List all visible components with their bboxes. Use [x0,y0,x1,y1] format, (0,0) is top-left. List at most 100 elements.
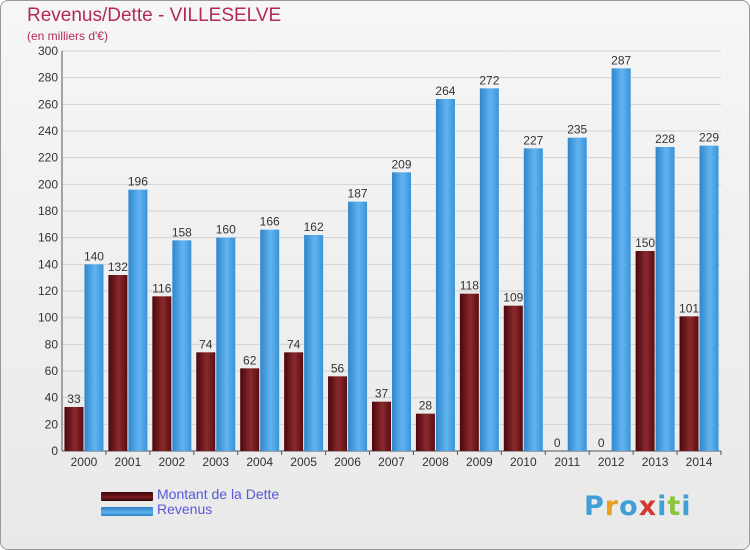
bar-dette [196,352,216,451]
data-label-revenus: 287 [611,53,631,67]
data-label-dette: 37 [375,387,389,401]
data-label-dette: 33 [67,392,81,406]
data-label-dette: 56 [331,361,345,375]
data-label-dette: 101 [679,301,699,315]
data-label-dette: 62 [243,353,257,367]
bar-dette [679,316,699,451]
bar-revenus [655,147,675,451]
bar-revenus [304,235,324,451]
y-tick-label: 140 [38,257,58,271]
y-tick-label: 300 [38,44,58,58]
logo-letter: t [667,491,682,522]
data-label-dette: 150 [635,236,655,250]
x-tick-label: 2004 [246,455,273,469]
bar-revenus [172,240,192,451]
bar-revenus [216,237,236,451]
data-label-dette: 118 [460,279,479,293]
bar-revenus [567,137,587,451]
x-tick-label: 2012 [598,455,625,469]
x-tick-label: 2009 [466,455,493,469]
bar-dette [635,251,655,451]
bar-revenus [523,148,543,452]
bar-dette [372,401,391,451]
y-tick-label: 220 [38,151,58,165]
y-tick-label: 60 [45,364,59,378]
bar-revenus [392,172,411,452]
bar-dette [240,368,260,451]
data-label-revenus: 209 [391,157,411,171]
bar-dette [328,376,348,451]
logo-letter: i [657,491,668,522]
x-tick-label: 2010 [510,455,537,469]
data-label-revenus: 166 [260,215,280,229]
x-tick-label: 2001 [115,455,142,469]
bar-revenus [84,264,104,451]
data-label-revenus: 235 [567,123,587,137]
bar-dette [284,352,304,451]
y-tick-label: 160 [38,231,58,245]
y-tick-label: 0 [51,444,58,458]
x-tick-label: 2002 [158,455,185,469]
chart-subtitle: (en milliers d'€) [27,29,108,43]
y-tick-label: 200 [38,177,58,191]
data-label-dette: 116 [152,281,171,295]
logo-letter: o [619,491,639,522]
data-label-dette: 0 [554,436,561,450]
logo-letter: i [681,491,692,522]
y-tick-label: 180 [38,204,58,218]
bar-dette [503,305,523,451]
bar-dette [64,407,84,451]
x-tick-label: 2008 [422,455,449,469]
bar-dette [459,293,479,451]
y-tick-label: 20 [45,417,59,431]
bar-dette [152,296,172,451]
y-tick-label: 80 [45,337,59,351]
y-tick-label: 280 [38,71,58,85]
y-tick-label: 260 [38,97,58,111]
data-label-revenus: 196 [128,175,148,189]
data-label-revenus: 228 [655,132,675,146]
legend-swatch-dette [101,492,153,501]
data-label-dette: 109 [503,291,523,305]
bar-revenus [128,189,148,451]
data-label-dette: 0 [598,436,605,450]
data-label-dette: 74 [287,337,301,351]
bar-dette [108,275,128,451]
x-tick-label: 2000 [71,455,98,469]
data-label-revenus: 227 [523,133,543,147]
legend-label-revenus: Revenus [157,501,213,517]
bar-revenus [479,88,499,451]
y-tick-label: 120 [38,284,58,298]
logo-letter: r [604,491,620,522]
x-tick-label: 2011 [554,455,580,469]
logo-letter: P [584,491,605,522]
bar-dette [415,413,435,451]
x-tick-label: 2014 [686,455,713,469]
data-label-revenus: 140 [84,249,104,263]
logo-letter: x [638,491,658,522]
legend-label-dette: Montant de la Dette [157,486,280,502]
data-label-revenus: 160 [216,223,236,237]
x-tick-label: 2007 [378,455,405,469]
proxiti-logo: Proxiti [584,491,692,522]
bar-revenus [260,229,280,451]
x-tick-label: 2013 [642,455,669,469]
data-label-dette: 132 [108,260,128,274]
data-label-revenus: 264 [435,84,455,98]
bar-revenus [348,201,368,451]
x-tick-label: 2005 [290,455,317,469]
y-tick-label: 40 [45,391,59,405]
y-tick-label: 100 [38,311,58,325]
data-label-revenus: 158 [172,225,192,239]
legend-swatch-revenus [101,507,153,516]
data-label-revenus: 272 [479,73,499,87]
chart-title: Revenus/Dette - VILLESELVE [27,5,282,26]
bar-revenus [699,145,719,451]
data-label-dette: 28 [419,399,433,413]
data-label-dette: 74 [199,337,213,351]
data-label-revenus: 229 [699,131,719,145]
data-label-revenus: 162 [304,220,324,234]
y-tick-label: 240 [38,124,58,138]
